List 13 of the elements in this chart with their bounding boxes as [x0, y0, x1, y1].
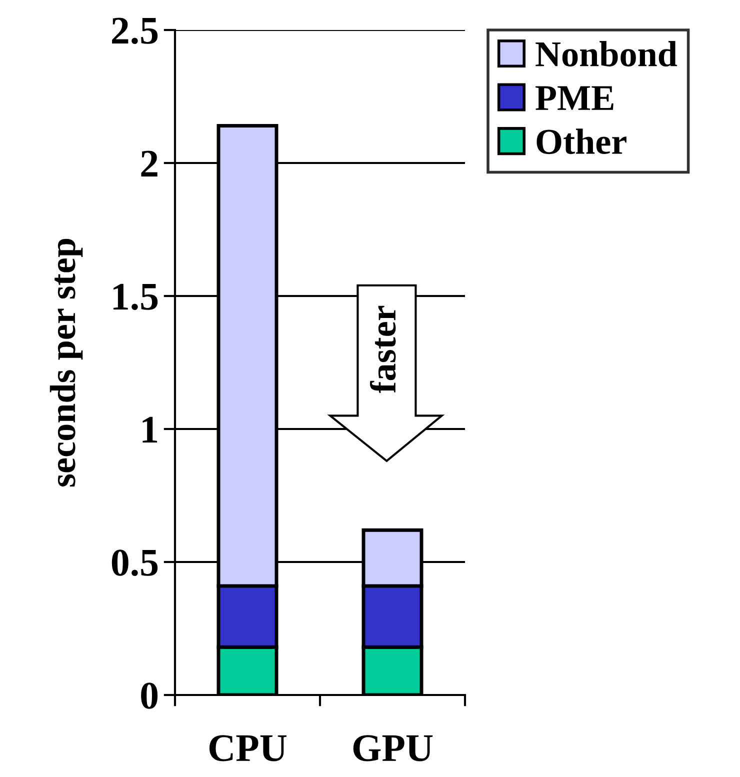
x-tick-label: GPU — [353, 735, 433, 762]
legend-label: Other — [536, 128, 626, 154]
y-tick-label: 0.5 — [112, 550, 158, 576]
legend-label: Nonbond — [536, 41, 678, 66]
y-axis-title: seconds per step — [50, 238, 83, 486]
y-tick-label: 0 — [141, 682, 158, 709]
y-tick-label: 2.5 — [112, 18, 158, 44]
y-tick-label: 2 — [141, 150, 158, 176]
legend-label: PME — [536, 86, 614, 110]
x-tick-label: CPU — [209, 735, 286, 762]
annotation: faster — [370, 306, 396, 394]
y-tick-label: 1.5 — [114, 284, 158, 310]
y-tick-label: 1 — [142, 416, 158, 442]
